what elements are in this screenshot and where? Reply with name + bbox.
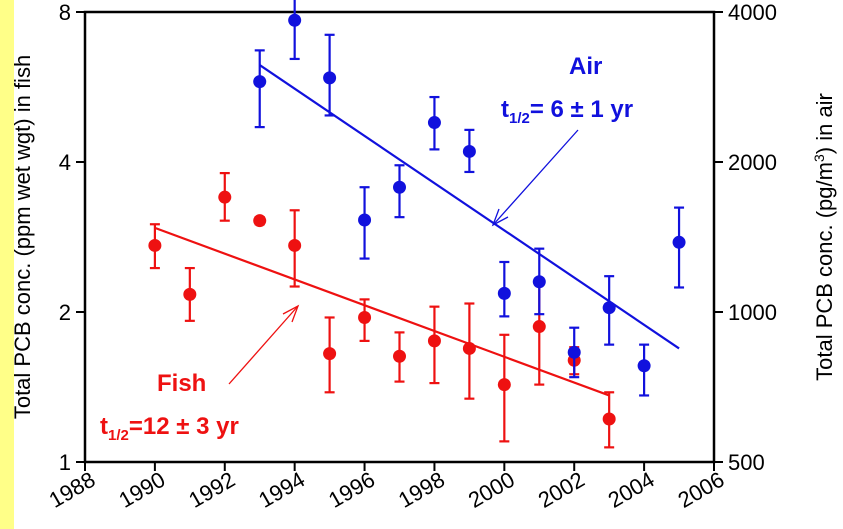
y-right-tick-label: 2000 — [728, 150, 777, 175]
air-data-point — [532, 275, 546, 289]
x-tick-label: 1994 — [254, 467, 309, 513]
y-right-tick-label: 1000 — [728, 300, 777, 325]
fish-half-life-value: =12 ± 3 yr — [129, 413, 239, 440]
x-tick-label: 1996 — [324, 467, 379, 513]
x-tick-label: 1998 — [394, 467, 449, 513]
x-tick-label: 2006 — [674, 467, 729, 513]
x-tick-label: 2000 — [464, 467, 519, 513]
y-axis-left-title: Total PCB conc. (ppm wet wgt) in fish — [10, 55, 35, 419]
plot-frame — [83, 10, 716, 464]
fish-data-point — [427, 334, 441, 348]
x-tick-label: 1992 — [184, 467, 239, 513]
fish-data-point — [393, 349, 406, 363]
air-data-point — [288, 13, 302, 27]
air-data-point — [323, 71, 337, 85]
air-half-life: t1/2= 6 ± 1 yr — [501, 96, 633, 127]
fish-data-point — [288, 238, 302, 252]
left-highlight-strip — [0, 0, 14, 529]
fish-data-point — [602, 412, 616, 426]
air-data-point — [637, 359, 651, 373]
y-left-tick-label: 2 — [59, 300, 71, 325]
fish-arrow-line — [228, 305, 299, 385]
air-half-life-t: t — [501, 96, 509, 123]
x-tick-label: 1990 — [114, 467, 169, 513]
x-tick-label: 2002 — [534, 467, 589, 513]
x-tick-label: 2004 — [604, 467, 659, 513]
fish-data-point — [497, 378, 511, 392]
y-left-tick-label: 1 — [59, 450, 71, 475]
y-right-tick-label: 500 — [728, 450, 765, 475]
air-data-point — [427, 116, 441, 130]
fish-data-point — [183, 287, 197, 301]
fish-arrow-head — [282, 304, 300, 323]
fish-half-life-sub: 1/2 — [108, 427, 129, 444]
y-left-tick-label: 4 — [59, 150, 71, 175]
fish-data-point — [532, 320, 546, 334]
y-axis-right-title-sup: 3 — [811, 154, 827, 162]
x-tick-label: 1988 — [45, 467, 100, 513]
fish-data-point — [358, 310, 372, 324]
air-arrow-head — [491, 208, 509, 227]
fish-label: Fish — [157, 370, 206, 397]
air-data-point — [567, 345, 581, 359]
fish-data-point — [253, 214, 267, 228]
fish-fit-line — [154, 226, 610, 397]
air-data-point — [602, 301, 616, 315]
air-data-point — [462, 144, 476, 158]
fish-half-life: t1/2=12 ± 3 yr — [100, 413, 239, 444]
fish-data-point — [323, 347, 337, 361]
air-data-point — [393, 180, 406, 194]
fish-data-point — [218, 190, 232, 204]
y-axis-right-title-tail: ) in air — [812, 93, 837, 154]
air-data-point — [672, 235, 686, 249]
air-arrow-line — [492, 129, 579, 226]
air-half-life-value: = 6 ± 1 yr — [530, 96, 633, 123]
points-layer — [148, 0, 686, 449]
air-label: Air — [569, 53, 602, 80]
y-axis-right-title: Total PCB conc. (pg/m3) in air — [811, 93, 837, 381]
fish-data-point — [148, 238, 162, 252]
fish-data-point — [462, 341, 476, 355]
y-axis-right-title-main: Total PCB conc. (pg/m — [812, 162, 837, 381]
fish-half-life-t: t — [100, 413, 108, 440]
air-half-life-sub: 1/2 — [509, 110, 530, 127]
y-left-tick-label: 8 — [59, 0, 71, 25]
air-data-point — [497, 286, 511, 300]
air-data-point — [358, 213, 372, 227]
y-right-tick-label: 4000 — [728, 0, 777, 25]
air-data-point — [253, 75, 267, 89]
